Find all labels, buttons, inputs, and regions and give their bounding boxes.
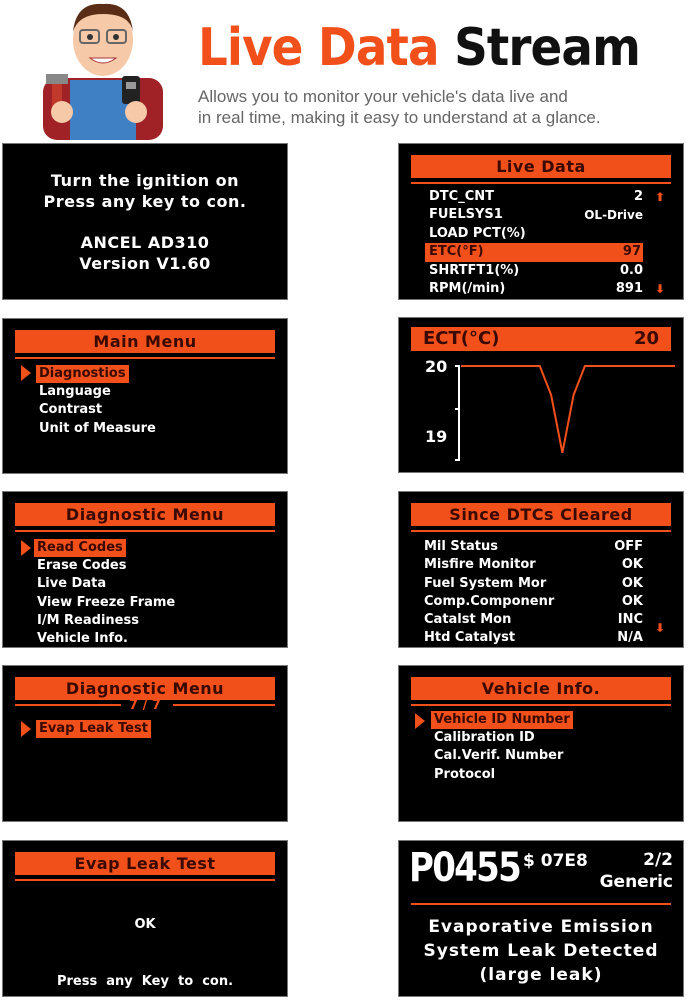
selection-arrow-icon xyxy=(21,365,31,381)
selection-arrow-icon xyxy=(415,713,425,729)
diagnostic-menu-screen: Diagnostic Menu Read Codes Erase Codes L… xyxy=(2,491,288,648)
menu-item-cvn[interactable]: Cal.Verif. Number xyxy=(434,748,564,764)
continue-prompt: Press any Key to con. xyxy=(56,974,234,989)
live-data-screen: Live Data DTC_CNT 2 ⬆ FUELSYS1 OL-Drive LOA… xyxy=(398,143,684,300)
data-row-selected[interactable]: ETC(°F) 97 xyxy=(425,243,643,262)
ect-graph-screen: ECT(°C) 20 20 19 xyxy=(398,317,684,473)
dtc-detail-screen: P0455 $ 07E8 2/2 Generic Evaporative Emi… xyxy=(398,840,684,997)
scroll-down-icon[interactable]: ⬇ xyxy=(654,282,665,297)
monitor-row: Fuel System Mor OK xyxy=(424,575,643,591)
ect-line-chart: 20 19 xyxy=(425,357,675,461)
main-menu-screen: Main Menu Diagnostios Language Contrast … xyxy=(2,318,288,474)
menu-item-read-codes[interactable]: Read Codes xyxy=(34,539,126,558)
diagnostic-menu-page7-screen: Diagnostic Menu 7 / 7 Evap Leak Test xyxy=(2,665,288,822)
subtitle: Allows you to monitor your vehicle's dat… xyxy=(198,87,601,127)
screen-title: Live Data xyxy=(411,155,671,178)
monitor-row: Comp.Componenr OK xyxy=(424,593,643,609)
menu-item-erase-codes[interactable]: Erase Codes xyxy=(37,558,127,574)
divider xyxy=(411,903,671,905)
vehicle-info-screen: Vehicle Info. Vehicle ID Number Calibrat… xyxy=(398,665,684,822)
scroll-down-icon[interactable]: ⬇ xyxy=(654,621,665,636)
data-row[interactable]: SHRTFT1(%) 0.0 xyxy=(429,262,643,278)
divider xyxy=(15,357,275,359)
ecu-address: $ 07E8 xyxy=(523,851,588,871)
mechanic-mascot xyxy=(43,3,163,140)
monitor-row: Misfire Monitor OK xyxy=(424,557,643,573)
divider xyxy=(411,704,671,706)
menu-item-diagnostics[interactable]: Diagnostios xyxy=(36,365,129,384)
menu-item-calibration-id[interactable]: Calibration ID xyxy=(434,730,535,746)
ect-series-line xyxy=(461,365,675,453)
screen-title: Since DTCs Cleared xyxy=(411,503,671,526)
sensor-label: ECT(°C) xyxy=(423,328,500,349)
sensor-value: 20 xyxy=(633,328,659,349)
menu-item-im-readiness[interactable]: I/M Readiness xyxy=(37,612,139,628)
monitor-row: Htd Catalyst N/A xyxy=(424,630,643,646)
monitor-row: Catalst Mon INC ⬇ xyxy=(424,611,671,635)
divider xyxy=(15,530,275,532)
data-row[interactable]: LOAD PCT(%) xyxy=(429,225,526,241)
dtc-count: 2/2 xyxy=(643,850,673,870)
y-tick-label: 19 xyxy=(425,427,447,446)
test-result: OK xyxy=(134,917,156,932)
menu-item-language[interactable]: Language xyxy=(39,384,111,400)
screen-title: Main Menu xyxy=(15,330,275,353)
divider xyxy=(173,704,275,706)
divider xyxy=(411,182,671,184)
data-row[interactable]: DTC_CNT 2 ⬆ xyxy=(429,188,671,206)
menu-item-protocol[interactable]: Protocol xyxy=(434,766,496,782)
menu-item-freeze-frame[interactable]: View Freeze Frame xyxy=(37,594,176,610)
divider xyxy=(411,530,671,532)
menu-item-evap-leak-test[interactable]: Evap Leak Test xyxy=(36,720,151,739)
menu-item-unit[interactable]: Unit of Measure xyxy=(39,420,156,436)
divider xyxy=(15,704,121,706)
page-indicator: 7 / 7 xyxy=(129,698,161,713)
screen-title: Diagnostic Menu xyxy=(15,677,275,700)
evap-leak-test-screen: Evap Leak Test OK Press any Key to con. xyxy=(2,840,288,997)
menu-item-vehicle-info[interactable]: Vehicle Info. xyxy=(37,631,128,647)
data-row[interactable]: FUELSYS1 OL-Drive xyxy=(429,207,643,223)
y-tick-label: 20 xyxy=(425,357,447,376)
data-row[interactable]: RPM(/min) 891 ⬇ xyxy=(429,280,671,298)
monitor-row: Mil Status OFF xyxy=(424,539,643,554)
screen-title: Vehicle Info. xyxy=(411,677,671,700)
y-axis xyxy=(455,365,460,461)
scroll-up-icon[interactable]: ⬆ xyxy=(654,190,665,204)
selection-arrow-icon xyxy=(21,721,31,737)
startup-screen: Turn the ignition on Press any key to co… xyxy=(2,143,288,300)
screen-title: Evap Leak Test xyxy=(15,852,275,875)
dtc-type: Generic xyxy=(599,872,673,892)
divider xyxy=(15,879,275,881)
page-title: Live Data Stream xyxy=(198,18,641,78)
selection-arrow-icon xyxy=(21,540,31,556)
menu-item-live-data[interactable]: Live Data xyxy=(37,576,107,592)
menu-item-vin[interactable]: Vehicle ID Number xyxy=(431,711,573,730)
since-dtcs-cleared-screen: Since DTCs Cleared Mil Status OFF Misfire… xyxy=(398,491,684,648)
menu-item-contrast[interactable]: Contrast xyxy=(39,402,103,418)
screen-title: Diagnostic Menu xyxy=(15,503,275,526)
dtc-code: P0455 xyxy=(409,845,522,891)
